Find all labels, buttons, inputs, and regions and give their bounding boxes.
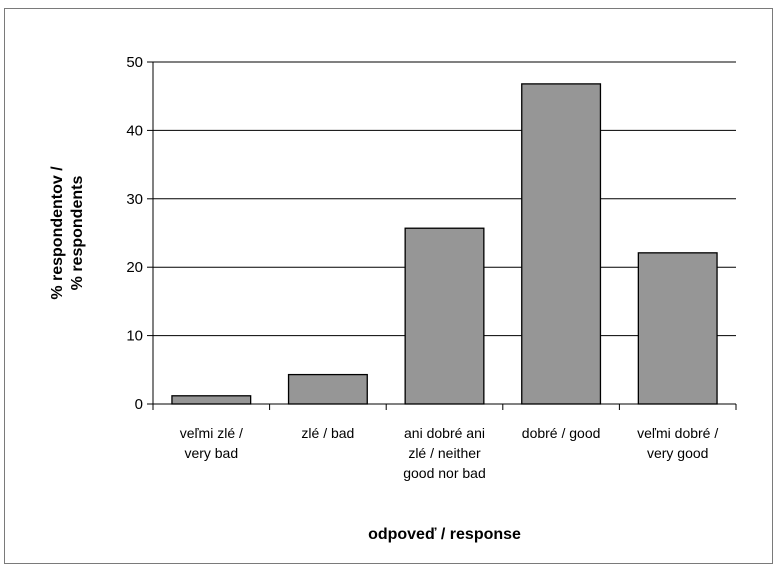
y-tick-label-50: 50 xyxy=(126,54,143,71)
y-ticks: 0 10 20 30 40 50 xyxy=(126,54,153,413)
y-tick-label-20: 20 xyxy=(126,259,143,276)
bar-3 xyxy=(404,227,485,405)
category-label-3: ani dobré ani zlé / neither good nor bad xyxy=(403,425,486,481)
category-label-1: veľmi zlé / very bad xyxy=(180,425,243,461)
y-tick-label-0: 0 xyxy=(135,396,143,413)
bar-4 xyxy=(521,83,602,405)
x-axis-title: odpoveď / response xyxy=(368,526,521,543)
category-label-5: veľmi dobré / very good xyxy=(637,425,718,461)
category-label-2: zlé / bad xyxy=(301,425,354,441)
y-tick-label-10: 10 xyxy=(126,328,143,345)
y-tick-label-40: 40 xyxy=(126,122,143,139)
bars xyxy=(171,83,718,405)
y-axis-title: % respondentov /% respondents xyxy=(49,166,86,300)
category-label-4: dobré / good xyxy=(522,425,601,441)
y-tick-label-30: 30 xyxy=(126,191,143,208)
bar-2 xyxy=(287,373,368,405)
y-axis-title-text: % respondentov /% respondents xyxy=(49,166,86,300)
x-ticks xyxy=(152,404,737,410)
category-labels: veľmi zlé / very bad zlé / bad ani dobré an… xyxy=(180,425,719,481)
bar-5 xyxy=(637,252,718,405)
bar-1 xyxy=(171,395,252,405)
